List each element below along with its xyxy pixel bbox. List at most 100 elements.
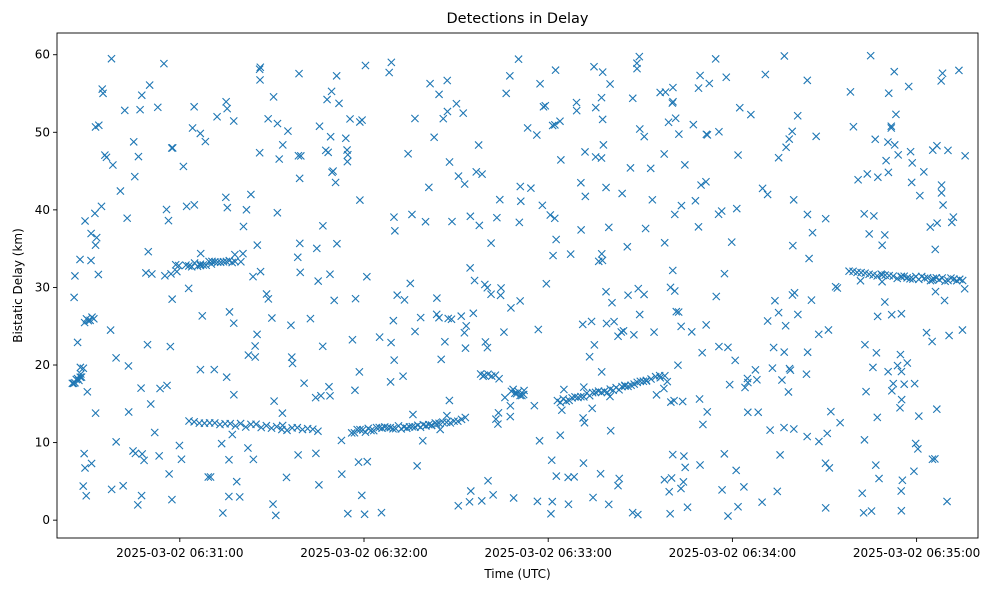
detection-point [196,365,205,374]
detection-point [534,325,543,334]
detection-point [198,311,207,320]
detection-point [576,392,585,401]
detection-point [900,380,909,389]
detection-point [946,274,955,283]
detection-point [814,330,823,339]
detection-point [862,387,871,396]
detection-point [174,261,183,270]
detection-point [81,216,90,225]
detection-point [443,107,452,116]
detection-point [190,417,199,426]
detection-point [922,328,931,337]
detection-point [724,511,732,520]
detection-point [564,473,573,482]
detection-point [484,476,492,485]
detection-point [958,326,967,335]
detection-point [635,52,644,61]
detection-point [897,395,906,404]
detection-point [331,178,340,187]
detection-point [788,241,797,250]
detection-point [650,328,659,337]
detection-point [920,274,929,283]
detection-point [588,388,597,397]
detection-point [722,73,731,82]
detection-point [673,361,682,370]
detection-point [780,348,789,357]
detection-point [793,310,802,319]
detection-point [928,337,937,346]
detection-point [107,485,116,494]
detection-point [873,173,882,182]
detection-point [805,254,814,263]
detection-point [76,373,85,382]
detection-point [112,353,121,362]
detection-point [596,469,605,478]
detection-point [555,117,564,126]
detection-point [218,509,227,518]
detection-point [780,51,789,60]
detection-point [674,308,683,317]
detection-point [256,75,265,84]
detection-point [497,283,506,292]
detection-point [875,474,884,483]
detection-point [580,418,589,427]
detection-point [123,214,132,223]
detection-point [137,384,146,393]
detection-point [836,418,845,427]
detection-point [136,105,145,114]
detection-point [465,497,474,506]
detection-point [267,424,276,433]
detection-point [393,291,402,300]
detection-point [939,201,948,210]
detection-point [687,327,696,336]
detection-point [130,172,139,181]
detection-point [604,500,613,509]
detection-point [499,328,508,337]
detection-point [954,66,963,75]
detection-point [660,150,669,158]
detection-point [137,91,146,100]
detection-point [351,294,360,303]
detection-point [229,117,238,125]
detection-point [660,238,669,247]
detection-point [202,261,211,270]
detection-point [229,390,238,399]
detection-point [734,151,743,160]
detection-point [808,228,817,237]
detection-point [129,137,138,146]
detection-point [472,167,481,176]
detection-point [890,140,899,149]
detection-point [470,276,479,285]
detection-point [238,249,247,258]
detection-point [556,155,565,164]
detection-point [80,449,89,458]
y-axis-label: Bistatic Delay (km) [11,228,25,343]
detection-point [590,340,599,349]
detection-point [483,343,492,352]
detection-point [411,327,420,336]
detection-point [597,249,606,258]
detection-point [199,261,208,270]
detection-point [823,429,832,438]
detection-point [229,319,238,328]
detection-point [933,219,942,228]
detection-point [695,394,704,403]
detection-point [628,94,637,103]
detection-point [326,391,335,400]
detection-point [725,380,734,389]
detection-point [591,103,600,112]
detection-point [668,83,677,92]
detection-point [788,127,797,136]
detection-point [249,455,258,464]
detection-point [871,135,880,144]
detection-point [355,367,364,376]
detection-point [866,51,875,60]
detection-point [311,449,320,458]
detection-point [860,209,869,218]
detection-point [590,62,598,71]
detection-point [387,58,396,67]
detection-point [880,298,889,306]
detection-point [256,63,265,72]
plot-frame [56,32,979,539]
detection-point [430,133,439,142]
